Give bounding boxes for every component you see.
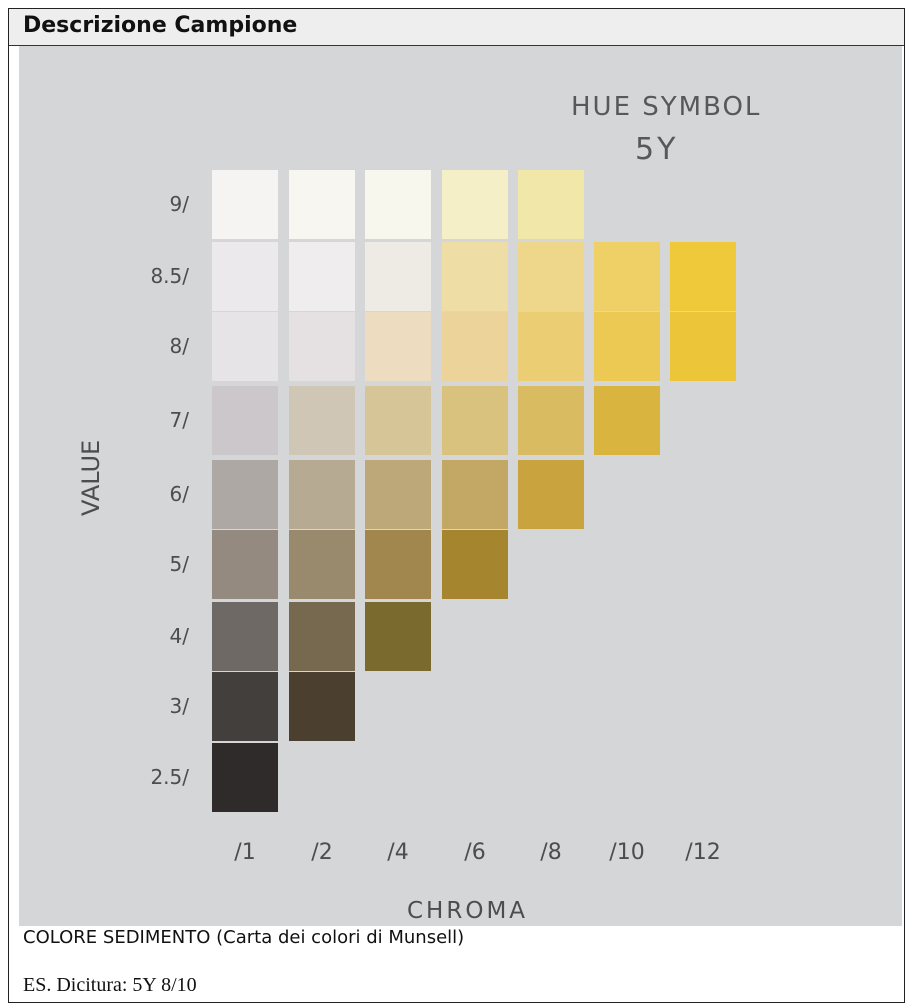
color-chip <box>365 460 431 529</box>
color-chip <box>365 242 431 311</box>
chroma-tick-label: /2 <box>311 840 333 865</box>
color-chip <box>289 602 355 671</box>
color-chip <box>289 170 355 239</box>
color-chip <box>365 602 431 671</box>
color-chip <box>212 672 278 741</box>
hue-symbol-label: HUE SYMBOL <box>571 92 762 122</box>
munsell-chart: HUE SYMBOL 5Y VALUE CHROMA 9/8.5/8/7/6/5… <box>19 46 902 926</box>
color-chip <box>442 170 508 239</box>
color-chip <box>518 460 584 529</box>
chroma-tick-label: /10 <box>609 840 645 865</box>
chroma-tick-label: /8 <box>540 840 562 865</box>
section-title: Descrizione Campione <box>23 13 298 38</box>
color-chip <box>594 386 660 455</box>
color-chip <box>289 530 355 599</box>
color-chip <box>442 530 508 599</box>
color-chip <box>442 312 508 381</box>
color-chip <box>518 386 584 455</box>
hue-symbol-value: 5Y <box>635 132 679 167</box>
color-chip <box>289 312 355 381</box>
color-chip <box>289 672 355 741</box>
color-chip <box>670 312 736 381</box>
color-chip <box>442 460 508 529</box>
color-chip <box>594 312 660 381</box>
value-tick-label: 2.5/ <box>150 764 189 789</box>
value-tick-label: 8.5/ <box>150 263 189 288</box>
x-axis-title: CHROMA <box>407 898 529 924</box>
color-chip <box>212 242 278 311</box>
color-chip <box>594 242 660 311</box>
color-chip <box>442 386 508 455</box>
color-chip <box>212 386 278 455</box>
color-chip <box>289 242 355 311</box>
value-tick-label: 7/ <box>169 407 189 432</box>
color-chip <box>670 242 736 311</box>
value-tick-label: 4/ <box>169 623 189 648</box>
color-chip <box>212 170 278 239</box>
color-chip <box>289 460 355 529</box>
value-tick-label: 6/ <box>169 481 189 506</box>
y-axis-title: VALUE <box>77 439 105 516</box>
color-chip <box>442 242 508 311</box>
color-chip <box>518 170 584 239</box>
example-notation: ES. Dicitura: 5Y 8/10 <box>23 974 197 996</box>
color-chip <box>365 530 431 599</box>
color-chip <box>289 386 355 455</box>
document-frame: Descrizione Campione HUE SYMBOL 5Y VALUE… <box>8 8 905 1003</box>
color-chip <box>212 602 278 671</box>
chroma-tick-label: /6 <box>464 840 486 865</box>
chroma-tick-label: /1 <box>234 840 256 865</box>
chart-caption: COLORE SEDIMENTO (Carta dei colori di Mu… <box>23 927 465 948</box>
value-tick-label: 5/ <box>169 551 189 576</box>
color-chip <box>212 312 278 381</box>
color-chip <box>212 743 278 812</box>
value-tick-label: 3/ <box>169 693 189 718</box>
color-chip <box>518 312 584 381</box>
color-chip <box>365 312 431 381</box>
chroma-tick-label: /12 <box>685 840 721 865</box>
section-header: Descrizione Campione <box>9 9 904 46</box>
color-chip <box>518 242 584 311</box>
chroma-tick-label: /4 <box>387 840 409 865</box>
value-tick-label: 9/ <box>169 191 189 216</box>
color-chip <box>365 386 431 455</box>
color-chip <box>212 460 278 529</box>
color-chip <box>365 170 431 239</box>
value-tick-label: 8/ <box>169 333 189 358</box>
color-chip <box>212 530 278 599</box>
